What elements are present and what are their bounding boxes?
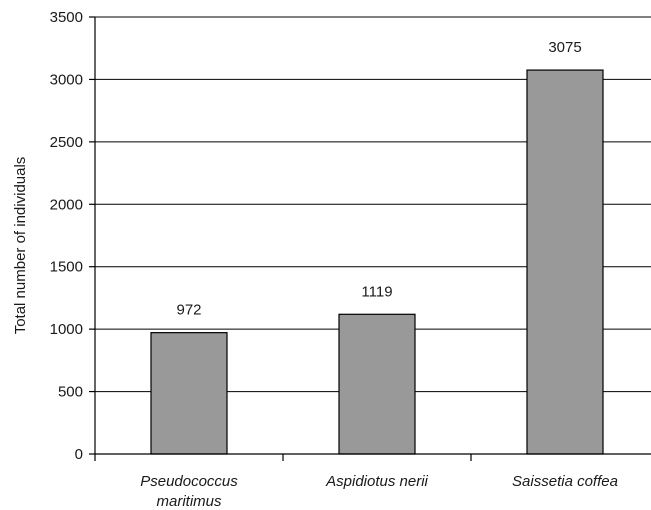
- y-tick-label: 500: [58, 384, 83, 401]
- axes: [94, 17, 651, 455]
- data-label: 3075: [548, 39, 581, 56]
- x-ticks: [94, 454, 472, 461]
- y-tick-label: 3500: [50, 9, 83, 26]
- data-label: 972: [176, 302, 201, 319]
- y-tick-label: 3000: [50, 71, 83, 88]
- data-label: 1119: [361, 283, 392, 300]
- y-tick-label: 1500: [50, 259, 83, 276]
- y-ticks: 0 500 1000 1500 2000 2500 3000 3500: [50, 9, 95, 463]
- category-label: Aspidiotus nerii: [325, 473, 428, 490]
- y-tick-label: 1000: [50, 321, 83, 338]
- data-labels: 972 1119 3075: [176, 39, 581, 319]
- y-axis-title: Total number of individuals: [12, 157, 29, 335]
- category-label: Saissetia coffea: [512, 473, 618, 490]
- category-label: maritimus: [156, 493, 222, 510]
- y-tick-label: 0: [75, 446, 83, 463]
- y-tick-label: 2500: [50, 134, 83, 151]
- gridlines: [95, 16, 651, 393]
- bar: [150, 332, 228, 455]
- bar: [338, 313, 416, 455]
- y-tick-label: 2000: [50, 196, 83, 213]
- bar: [526, 69, 604, 455]
- bars: [150, 69, 604, 455]
- category-labels: Pseudococcus maritimus Aspidiotus nerii Sai…: [140, 473, 618, 510]
- category-label: Pseudococcus: [140, 473, 238, 490]
